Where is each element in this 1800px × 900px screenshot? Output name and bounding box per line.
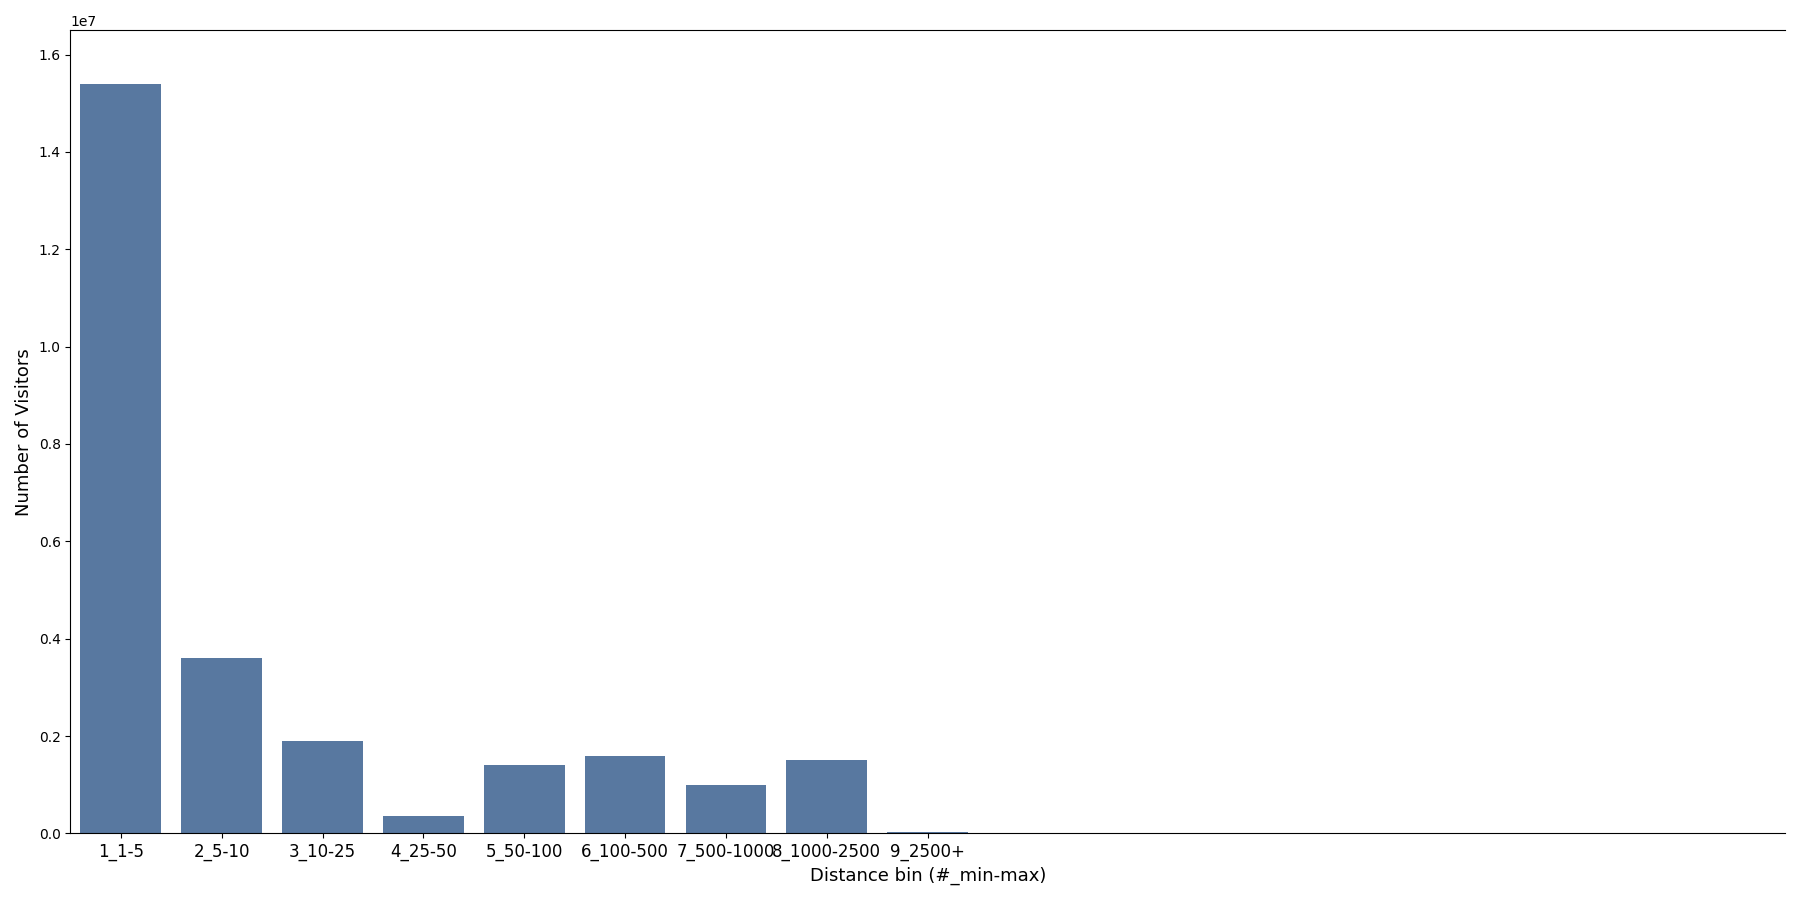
Bar [484, 765, 565, 833]
Y-axis label: Number of Visitors: Number of Visitors [14, 348, 32, 516]
Bar [283, 741, 364, 833]
Bar [383, 816, 464, 833]
X-axis label: Distance bin (#_min-max): Distance bin (#_min-max) [810, 867, 1046, 885]
Bar [787, 760, 868, 833]
Bar [887, 832, 968, 833]
Bar [686, 785, 767, 833]
Bar [182, 658, 263, 833]
Bar [81, 84, 162, 833]
Bar [585, 756, 666, 833]
